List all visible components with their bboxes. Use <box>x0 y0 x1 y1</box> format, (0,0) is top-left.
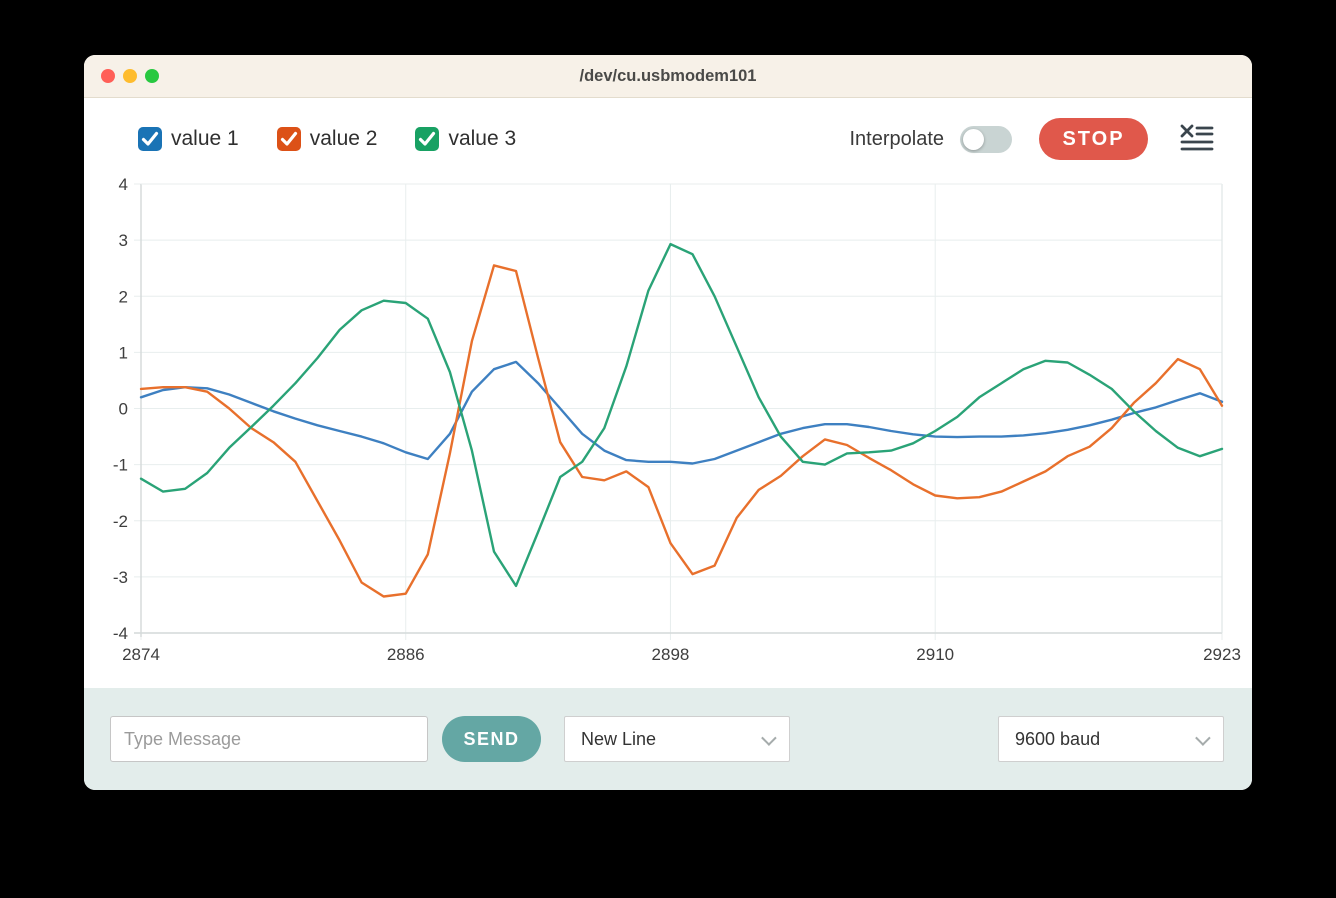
legend-item-value3[interactable]: value 3 <box>415 127 516 151</box>
close-button[interactable] <box>101 69 115 83</box>
svg-text:4: 4 <box>119 175 128 194</box>
send-button[interactable]: SEND <box>442 716 541 762</box>
svg-text:-4: -4 <box>113 624 128 643</box>
checkmark-icon <box>419 131 436 146</box>
minimize-button[interactable] <box>123 69 137 83</box>
plotter-content: 4 3 2 1 0 -1 -2 -3 -4 2874 2886 2898 2910 2923 value … <box>84 98 1252 688</box>
traffic-lights <box>101 55 159 97</box>
toggle-knob <box>963 128 984 150</box>
interpolate-label: Interpolate <box>849 127 944 150</box>
value1-checkbox[interactable] <box>138 127 162 151</box>
legend-label: value 1 <box>171 127 239 150</box>
message-input[interactable] <box>110 716 428 762</box>
value3-checkbox[interactable] <box>415 127 440 151</box>
legend-label: value 2 <box>309 127 378 150</box>
baud-rate-value: 9600 baud <box>1015 728 1101 749</box>
svg-text:-2: -2 <box>113 512 128 531</box>
line-ending-value: New Line <box>581 728 657 749</box>
zoom-button[interactable] <box>145 69 159 83</box>
clear-console-icon <box>1180 124 1214 151</box>
legend-item-value1[interactable]: value 1 <box>138 127 239 151</box>
stop-button[interactable]: STOP <box>1039 118 1148 160</box>
chevron-down-icon <box>1195 729 1211 746</box>
svg-text:-1: -1 <box>113 456 128 475</box>
svg-text:-3: -3 <box>113 568 128 587</box>
window-titlebar: /dev/cu.usbmodem101 <box>84 55 1252 98</box>
legend-label: value 3 <box>448 127 517 150</box>
value2-checkbox[interactable] <box>276 127 301 151</box>
svg-text:2923: 2923 <box>1203 645 1241 664</box>
svg-text:2: 2 <box>119 287 128 306</box>
checkmark-icon <box>280 131 297 146</box>
line-chart: 4 3 2 1 0 -1 -2 -3 -4 2874 2886 2898 2910 2923 <box>113 175 1241 664</box>
svg-text:2898: 2898 <box>652 645 690 664</box>
chevron-down-icon <box>761 729 777 746</box>
line-ending-select[interactable]: New Line <box>564 716 790 762</box>
legend-item-value2[interactable]: value 2 <box>276 127 378 151</box>
svg-text:3: 3 <box>119 231 128 250</box>
checkmark-icon <box>141 131 159 146</box>
plotter-toolbar: value 1 value 2 <box>138 108 1215 170</box>
svg-text:2910: 2910 <box>916 645 954 664</box>
svg-text:2874: 2874 <box>122 645 160 664</box>
svg-text:1: 1 <box>119 343 128 362</box>
svg-text:2886: 2886 <box>387 645 425 664</box>
clear-console-button[interactable] <box>1179 123 1215 155</box>
serial-send-bar: SEND New Line 9600 baud <box>84 688 1252 790</box>
serial-plotter-window: /dev/cu.usbmodem101 4 3 2 1 0 -1 -2 -3 -4 2874 288… <box>84 55 1252 790</box>
chart-legend: value 1 value 2 <box>138 127 516 151</box>
svg-text:0: 0 <box>119 400 128 419</box>
window-title: /dev/cu.usbmodem101 <box>579 66 757 85</box>
baud-rate-select[interactable]: 9600 baud <box>998 716 1224 762</box>
interpolate-toggle[interactable] <box>960 125 1012 153</box>
